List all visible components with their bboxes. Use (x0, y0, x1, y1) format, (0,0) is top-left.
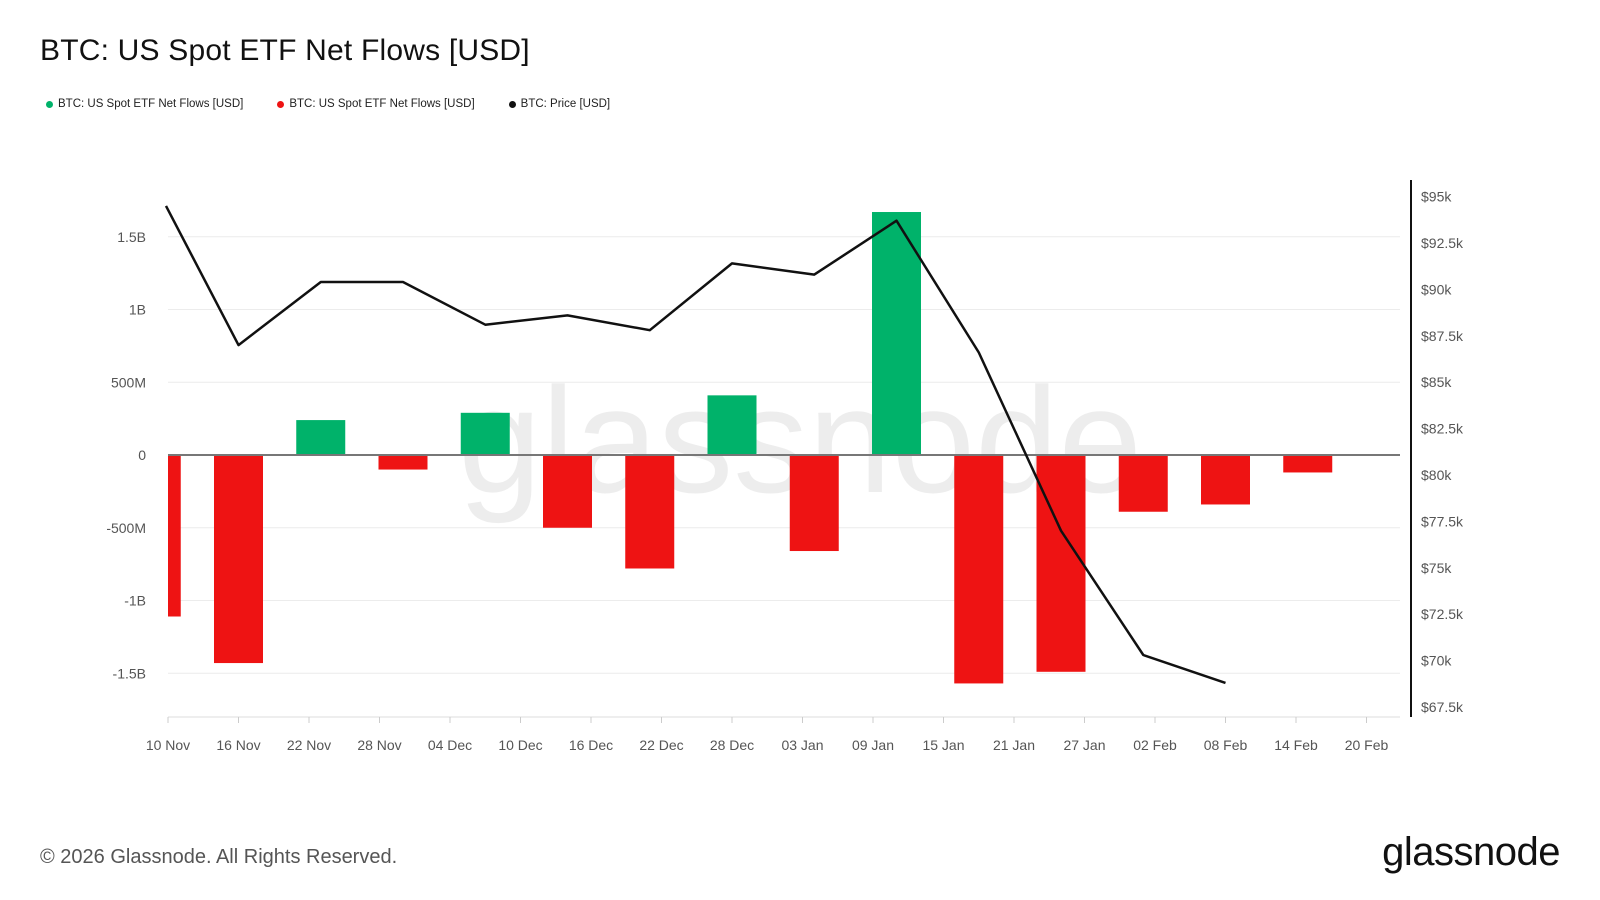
x-tick-label: 02 Feb (1133, 737, 1177, 753)
x-tick-label: 21 Jan (993, 737, 1035, 753)
flow-bar (625, 455, 675, 569)
right-tick-label: $75k (1421, 560, 1452, 576)
flow-bar (214, 455, 263, 664)
right-tick-label: $87.5k (1421, 328, 1464, 344)
right-tick-label: $70k (1421, 653, 1452, 669)
flow-bar (296, 420, 346, 455)
x-tick-label: 04 Dec (428, 737, 472, 753)
x-tick-label: 15 Jan (922, 737, 964, 753)
legend-item-outflows[interactable]: BTC: US Spot ETF Net Flows [USD] (277, 98, 475, 110)
legend-label: BTC: Price [USD] (520, 98, 611, 110)
flow-bar (1036, 455, 1086, 672)
left-tick-label: 1B (129, 302, 146, 318)
legend-label: BTC: US Spot ETF Net Flows [USD] (58, 98, 244, 110)
btc-price-line (164, 205, 1226, 685)
x-tick-label: 20 Feb (1345, 737, 1389, 753)
flow-bar (707, 395, 757, 455)
chart-title: BTC: US Spot ETF Net Flows [USD] (40, 34, 530, 67)
x-tick-label: 22 Dec (639, 737, 683, 753)
left-tick-label: -1.5B (113, 665, 146, 681)
right-y-axis: $95k $92.5k $90k $87.5k $85k $82.5k $80k $77.5k… (1410, 180, 1464, 717)
left-tick-label: 0 (138, 447, 146, 463)
flow-bars (168, 212, 1333, 684)
right-tick-label: $72.5k (1421, 606, 1464, 622)
right-tick-label: $77.5k (1421, 513, 1464, 529)
flow-bar (1201, 455, 1250, 505)
legend-dot-black (508, 100, 516, 108)
x-tick-label: 09 Jan (852, 737, 894, 753)
x-tick-label: 28 Dec (710, 737, 754, 753)
flow-bar (168, 455, 181, 617)
copyright-text: © 2026 Glassnode. All Rights Reserved. (40, 846, 398, 868)
x-tick-label: 08 Feb (1204, 737, 1248, 753)
x-tick-label: 22 Nov (287, 737, 331, 753)
right-tick-label: $67.5k (1421, 699, 1464, 715)
left-tick-label: 500M (111, 374, 146, 390)
legend-item-price[interactable]: BTC: Price [USD] (508, 98, 611, 110)
x-tick-label: 14 Feb (1274, 737, 1318, 753)
right-tick-label: $90k (1421, 281, 1452, 297)
flow-bar (543, 455, 592, 528)
left-tick-label: 1.5B (117, 229, 146, 245)
x-tick-label: 16 Nov (216, 737, 260, 753)
left-y-axis: 1.5B 1B 500M 0 -500M -1B -1.5B (106, 229, 146, 682)
flow-bar (954, 455, 1004, 684)
x-axis: 10 Nov 16 Nov 22 Nov 28 Nov 04 Dec 10 Dec 16 D… (146, 716, 1400, 753)
x-tick-label: 28 Nov (357, 737, 401, 753)
flow-bar (1283, 455, 1333, 473)
legend: BTC: US Spot ETF Net Flows [USD] BTC: US… (46, 98, 610, 110)
x-tick-label: 16 Dec (569, 737, 613, 753)
x-tick-label: 10 Dec (498, 737, 542, 753)
x-tick-label: 03 Jan (781, 737, 823, 753)
flow-bar (1118, 455, 1168, 512)
x-tick-label: 27 Jan (1063, 737, 1105, 753)
flow-bar (789, 455, 839, 552)
x-tick-label: 10 Nov (146, 737, 190, 753)
right-tick-label: $92.5k (1421, 235, 1464, 251)
legend-item-inflows[interactable]: BTC: US Spot ETF Net Flows [USD] (46, 98, 243, 110)
left-tick-label: -1B (124, 593, 146, 609)
glassnode-logo[interactable]: glassnode (1382, 830, 1560, 874)
right-tick-label: $80k (1421, 467, 1452, 483)
legend-dot-green (46, 100, 53, 108)
flow-bar (460, 412, 510, 455)
left-tick-label: -500M (106, 520, 146, 536)
grid-lines (168, 236, 1400, 674)
flow-bar (378, 455, 428, 470)
legend-label: BTC: US Spot ETF Net Flows [USD] (289, 98, 475, 110)
legend-dot-red (277, 100, 285, 108)
price-line (164, 205, 1226, 685)
right-tick-label: $95k (1421, 189, 1452, 205)
flow-bar (872, 212, 921, 455)
right-tick-label: $85k (1421, 374, 1452, 390)
right-tick-label: $82.5k (1421, 421, 1464, 437)
